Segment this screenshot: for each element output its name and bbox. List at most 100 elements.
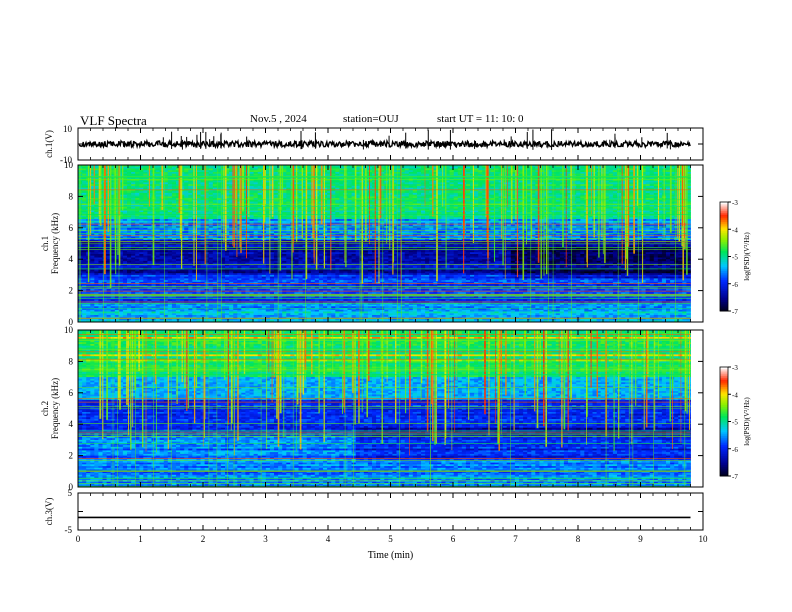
spectro-cell xyxy=(82,193,87,195)
spectro-cell xyxy=(474,186,479,188)
spectro-cell xyxy=(629,174,634,176)
spectro-cell xyxy=(425,167,430,169)
spectro-cell xyxy=(286,182,291,184)
spectro-cell xyxy=(254,170,259,172)
spectro-cell xyxy=(609,170,614,172)
spectro-cell xyxy=(417,186,422,188)
spectro-cell xyxy=(339,174,344,176)
spectro-cell xyxy=(437,186,442,188)
spectro-cell xyxy=(466,167,471,169)
spectro-cell xyxy=(450,170,455,172)
spectro-cell xyxy=(552,186,557,188)
spectro-cell xyxy=(425,170,430,172)
spectro-cell xyxy=(123,186,128,188)
spectro-cell xyxy=(580,182,585,184)
spectro-cell xyxy=(209,182,214,184)
spectro-cell xyxy=(388,186,393,188)
spectro-cell xyxy=(454,174,459,176)
spectro-cell xyxy=(135,186,140,188)
spectro-cell xyxy=(94,186,99,188)
spectro-cell xyxy=(82,174,87,176)
spectro-cell xyxy=(127,174,132,176)
spectro-cell xyxy=(417,167,422,169)
spectro-cell xyxy=(674,182,679,184)
spectro-cell xyxy=(254,174,259,176)
spectro-cell xyxy=(143,174,148,176)
spectro-cell xyxy=(499,167,504,169)
spectro-cell xyxy=(307,174,312,176)
spectro-cell xyxy=(188,182,193,184)
spectro-cell xyxy=(156,170,161,172)
spectro-cell xyxy=(250,186,255,188)
spectro-cell xyxy=(666,186,671,188)
spectro-cell xyxy=(495,167,500,169)
spectro-cell xyxy=(217,174,222,176)
spectro-cell xyxy=(405,167,410,169)
spectro-cell xyxy=(588,170,593,172)
spectro-cell xyxy=(413,174,418,176)
spectro-cell xyxy=(413,170,418,172)
spectro-cell xyxy=(94,182,99,184)
spectro-cell xyxy=(458,174,463,176)
spectro-cell xyxy=(209,170,214,172)
spectro-cell xyxy=(650,170,655,172)
spectro-cell xyxy=(135,170,140,172)
spectro-cell xyxy=(499,182,504,184)
spectro-cell xyxy=(250,170,255,172)
spectro-cell xyxy=(388,174,393,176)
spectro-cell xyxy=(139,186,144,188)
spectro-cell xyxy=(552,182,557,184)
spectro-cell xyxy=(323,186,328,188)
spectro-cell xyxy=(609,186,614,188)
spectro-cell xyxy=(674,174,679,176)
spectro-cell xyxy=(368,170,373,172)
spectro-cell xyxy=(348,182,353,184)
spectro-cell xyxy=(250,182,255,184)
spectro-cell xyxy=(580,186,585,188)
spectro-cell xyxy=(437,174,442,176)
spectro-cell xyxy=(131,167,136,169)
spectro-cell xyxy=(201,186,206,188)
spectro-cell xyxy=(368,174,373,176)
spectro-cell xyxy=(196,170,201,172)
spectro-cell xyxy=(201,174,206,176)
spectro-cell xyxy=(650,167,655,169)
spectro-cell xyxy=(156,167,161,169)
spectro-cell xyxy=(495,174,500,176)
spectro-cell xyxy=(94,174,99,176)
spectro-cell xyxy=(556,167,561,169)
spectro-cell xyxy=(409,170,414,172)
spectro-cell xyxy=(156,186,161,188)
spectro-cell xyxy=(450,182,455,184)
spectro-cell xyxy=(331,167,336,169)
spectro-cell xyxy=(335,182,340,184)
spectro-cell xyxy=(213,167,218,169)
spectro-cell xyxy=(650,174,655,176)
spectro-cell xyxy=(348,186,353,188)
spectro-cell xyxy=(123,167,128,169)
spectro-cell xyxy=(454,170,459,172)
spectro-cell xyxy=(213,174,218,176)
spectro-cell xyxy=(135,182,140,184)
spectro-cell xyxy=(323,182,328,184)
spectro-cell xyxy=(139,182,144,184)
spectro-cell xyxy=(331,186,336,188)
spectro-cell xyxy=(613,174,618,176)
spectro-cell xyxy=(307,167,312,169)
spectro-cell xyxy=(335,167,340,169)
spectro-cell xyxy=(454,186,459,188)
spectro-cell xyxy=(617,170,622,172)
ch1-ytick-top: 10 xyxy=(63,124,73,134)
spectro-cell xyxy=(646,174,651,176)
spectro-cell xyxy=(82,170,87,172)
spectro-cell xyxy=(196,182,201,184)
spectro-cell xyxy=(466,174,471,176)
spectro-cell xyxy=(172,186,177,188)
spectro-cell xyxy=(613,170,618,172)
ch1-ylabel: ch.1(V) xyxy=(44,130,54,158)
spectro-cell xyxy=(617,167,622,169)
spectro-cell xyxy=(401,182,406,184)
spectro-cell xyxy=(127,170,132,172)
spectro-cell xyxy=(474,174,479,176)
spectro-cell xyxy=(650,186,655,188)
